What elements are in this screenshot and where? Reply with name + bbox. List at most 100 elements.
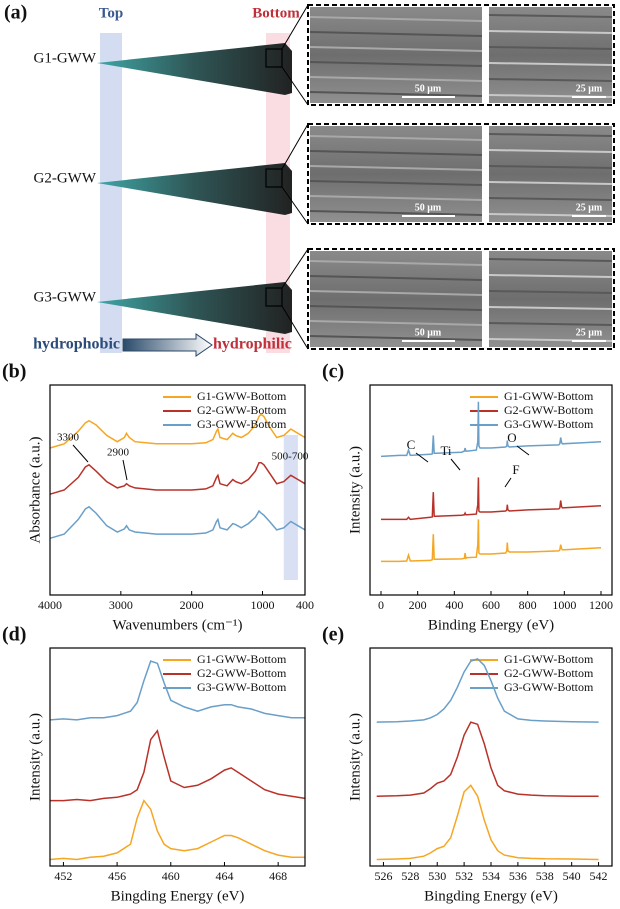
zoom-box [265,168,283,188]
annotation: O [507,430,516,445]
x-tick-label: 4000 [38,598,62,612]
x-tick-label: 452 [54,869,72,883]
legend-label: G2-GWW-Bottom [504,666,594,680]
panel-label: (a) [4,2,27,24]
x-tick-label: 532 [455,869,473,883]
annotation-arrow [72,444,89,463]
y-axis-label: Intensity (a.u.) [347,446,363,534]
zoom-line [281,305,309,350]
texture [488,290,613,294]
annotation-arrow [516,445,530,456]
x-tick-label: 526 [374,869,392,883]
legend-label: G2-GWW-Bottom [197,666,287,680]
texture [488,306,613,310]
texture [488,62,613,66]
series-line [49,505,306,540]
texture [309,135,483,141]
series-line [381,477,602,521]
x-tick-label: 528 [401,869,419,883]
texture [309,91,483,97]
plot-frame [369,384,613,596]
scale-bar-label: 25 μm [576,202,603,213]
texture [309,275,483,281]
x-tick-label: 600 [482,598,500,612]
annotation: 2900 [107,447,130,459]
top-band [100,33,122,353]
sem-image [310,7,482,103]
scale-bar-label: 50 μm [415,83,442,94]
panel-a: (a) Top Bottom hydrophobic hydrophilic G… [4,2,615,357]
series-line [50,729,306,802]
legend-label: G3-GWW-Bottom [504,417,594,431]
texture [488,258,613,262]
x-axis-label: Binding Energy (eV) [428,617,554,633]
x-tick-label: 464 [215,869,233,883]
texture [309,320,483,326]
texture [309,61,483,67]
legend-label: G1-GWW-Bottom [504,652,594,666]
texture [309,210,483,216]
x-tick-label: 542 [590,869,608,883]
texture [488,30,613,34]
texture [309,76,483,82]
annotation-arrow [450,458,461,471]
panel-label: (b) [2,361,26,383]
legend-label: G3-GWW-Bottom [504,680,594,694]
legend-label: G3-GWW-Bottom [197,417,287,431]
rod [97,163,292,215]
texture [488,274,613,278]
top-label: Top [99,5,123,21]
legend-label: G2-GWW-Bottom [197,403,287,417]
dashed-frame [307,123,615,225]
zoom-line [281,4,309,50]
x-tick-label: 400 [445,598,463,612]
texture [488,78,613,82]
dashed-frame [307,248,615,350]
zoom-line [281,186,309,225]
to-label: hydrophilic [213,336,292,353]
texture [309,305,483,311]
annotation: 3300 [57,432,80,444]
texture [309,195,483,201]
series-line [49,461,306,495]
texture [488,133,613,137]
annotation: Ti [440,443,451,458]
y-axis-label: Intensity (a.u.) [347,713,363,801]
x-tick-label: 3000 [109,598,133,612]
zoom-line [281,123,309,170]
plot-frame [49,384,306,596]
texture [488,322,613,326]
dashed-frame [307,4,615,106]
x-tick-label: 538 [536,869,554,883]
x-axis-label: Wavenumbers (cm⁻¹) [113,617,243,633]
texture [309,150,483,156]
highlight-band [283,435,298,580]
rod [97,43,292,95]
texture [309,290,483,296]
arrow [122,333,213,357]
texture [488,181,613,185]
zoom-line [281,248,309,289]
panel-label: (d) [2,624,26,646]
sem-image [489,7,612,103]
texture [309,335,483,341]
annotation: C [407,437,416,452]
y-axis-label: Absorbance (a.u.) [27,436,43,543]
legend-label: G1-GWW-Bottom [504,389,594,403]
texture [488,197,613,201]
x-axis-label: Bingding Energy (eV) [111,888,245,904]
panel-label: (e) [322,624,344,646]
y-axis-label: Intensity (a.u.) [27,713,43,801]
x-tick-label: 530 [428,869,446,883]
texture [488,14,613,18]
series-line [380,401,602,458]
x-tick-label: 1200 [589,598,613,612]
x-tick-label: 0 [378,598,384,612]
legend-label: G3-GWW-Bottom [197,680,287,694]
texture [309,16,483,22]
texture [309,180,483,186]
series-line [381,519,602,563]
sem-image [310,251,482,347]
sample-label: G2-GWW [34,170,97,186]
